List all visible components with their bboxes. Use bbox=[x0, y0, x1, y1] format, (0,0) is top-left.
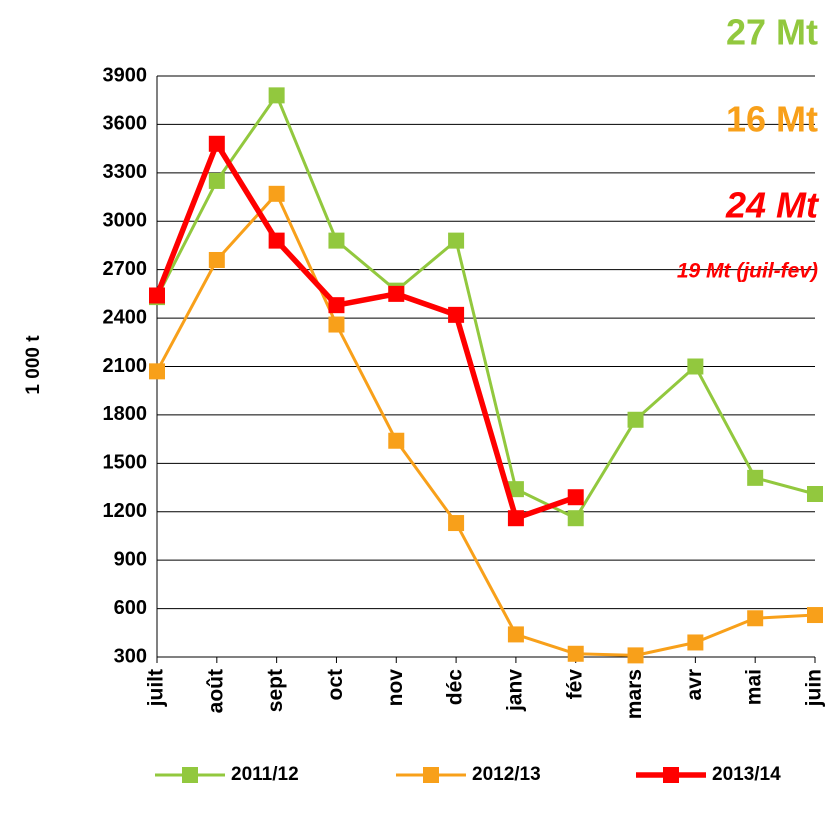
point-marker bbox=[747, 469, 764, 486]
point-marker bbox=[208, 251, 225, 268]
x-tick-label: juilt bbox=[145, 669, 168, 707]
point-marker bbox=[627, 411, 644, 428]
y-axis-label: 1 000 t bbox=[23, 335, 44, 395]
y-tick-label: 3300 bbox=[103, 161, 148, 183]
point-marker bbox=[208, 172, 225, 189]
point-marker bbox=[388, 285, 405, 302]
legend-marker bbox=[423, 767, 439, 783]
point-marker bbox=[687, 358, 704, 375]
y-tick-label: 900 bbox=[114, 548, 147, 570]
point-marker bbox=[268, 185, 285, 202]
y-tick-label: 3600 bbox=[103, 113, 148, 135]
legend-label: 2011/12 bbox=[231, 764, 299, 785]
legend-marker bbox=[663, 767, 679, 783]
series-line bbox=[155, 93, 816, 520]
x-tick-label: sept bbox=[264, 669, 287, 712]
point-marker bbox=[807, 485, 823, 502]
point-marker bbox=[328, 297, 345, 314]
x-tick-label: juin bbox=[803, 669, 826, 707]
y-tick-label: 1800 bbox=[103, 403, 148, 425]
point-marker bbox=[268, 232, 285, 249]
y-tick-label: 1500 bbox=[103, 452, 148, 474]
x-tick-label: déc bbox=[444, 669, 467, 706]
point-marker bbox=[627, 647, 644, 664]
x-tick-label: avr bbox=[683, 669, 706, 701]
x-tick-label: mai bbox=[743, 669, 766, 705]
y-tick-label: 3900 bbox=[103, 64, 148, 86]
annotation: 24 Mt bbox=[725, 185, 820, 226]
point-marker bbox=[208, 135, 225, 152]
x-tick-label: nov bbox=[384, 669, 407, 707]
point-marker bbox=[149, 287, 165, 304]
point-marker bbox=[747, 610, 764, 627]
x-tick-label: août bbox=[204, 669, 227, 713]
annotation: 16 Mt bbox=[726, 99, 818, 140]
point-marker bbox=[149, 363, 165, 380]
point-marker bbox=[268, 87, 285, 104]
x-tick-label: mars bbox=[623, 669, 646, 719]
point-marker bbox=[507, 481, 524, 498]
legend-label: 2012/13 bbox=[472, 764, 541, 785]
y-tick-label: 2700 bbox=[103, 258, 148, 280]
point-marker bbox=[507, 626, 524, 643]
x-tick-label: janv bbox=[503, 669, 526, 712]
y-tick-label: 3000 bbox=[103, 210, 148, 232]
legend-label: 2013/14 bbox=[712, 764, 781, 785]
annotation: 19 Mt (juil-fev) bbox=[677, 260, 818, 283]
annotation: 27 Mt bbox=[726, 12, 818, 53]
series-line bbox=[155, 192, 816, 657]
legend-marker bbox=[182, 767, 198, 783]
y-tick-label: 600 bbox=[114, 597, 147, 619]
point-marker bbox=[448, 515, 465, 532]
point-marker bbox=[448, 306, 465, 323]
x-tick-label: fév bbox=[563, 669, 586, 700]
y-tick-label: 300 bbox=[114, 645, 147, 667]
point-marker bbox=[567, 489, 584, 506]
y-tick-label: 1200 bbox=[103, 500, 148, 522]
point-marker bbox=[567, 510, 584, 527]
point-marker bbox=[328, 232, 345, 249]
y-tick-label: 2400 bbox=[103, 306, 148, 328]
point-marker bbox=[687, 634, 704, 651]
point-marker bbox=[507, 510, 524, 527]
x-tick-label: oct bbox=[324, 669, 347, 701]
point-marker bbox=[448, 232, 465, 249]
point-marker bbox=[388, 432, 405, 449]
y-tick-label: 2100 bbox=[103, 355, 148, 377]
series-line bbox=[154, 141, 577, 521]
point-marker bbox=[807, 607, 823, 624]
point-marker bbox=[567, 645, 584, 662]
point-marker bbox=[328, 316, 345, 333]
